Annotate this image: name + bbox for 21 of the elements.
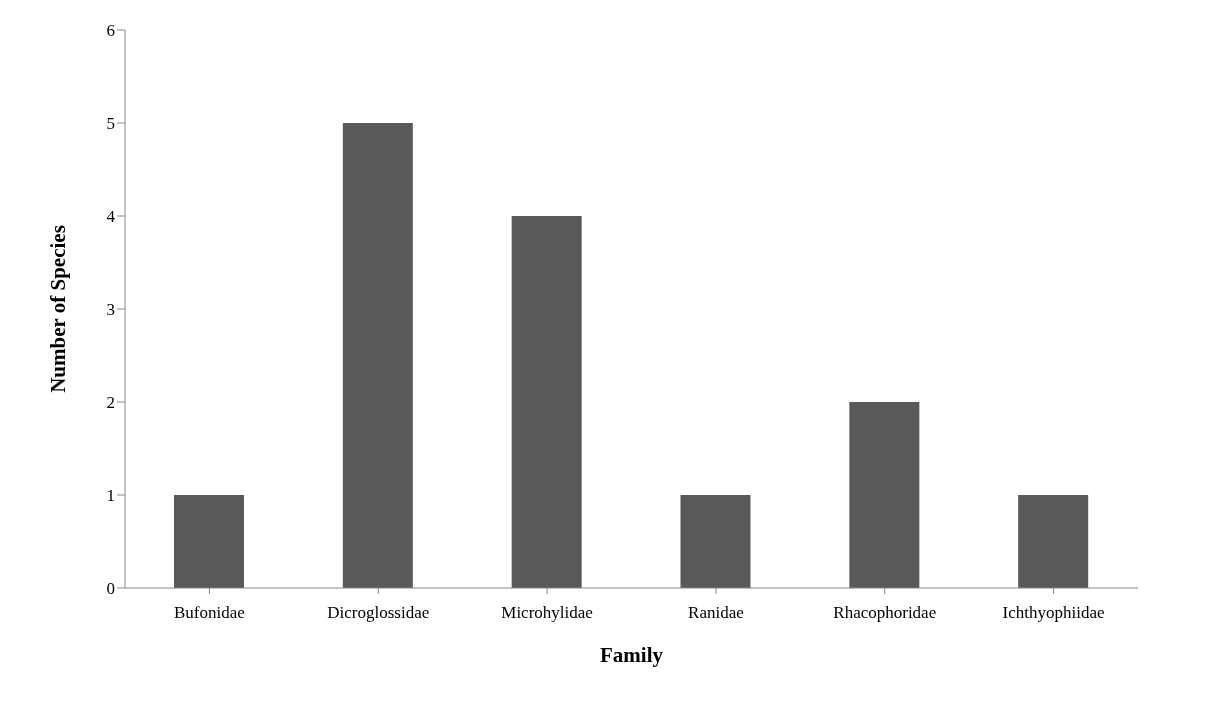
bar — [342, 123, 413, 588]
x-tick-label: Rhacophoridae — [833, 603, 937, 623]
x-tick-label: Bufonidae — [174, 603, 245, 623]
bar — [174, 495, 244, 588]
y-tick-label: 4 — [106, 207, 116, 227]
bar — [680, 495, 751, 588]
x-tick-label: Ranidae — [688, 603, 744, 623]
bar — [1018, 495, 1089, 588]
y-axis-title: Number of Species — [46, 225, 71, 393]
x-tick-label: Dicroglossidae — [327, 603, 430, 623]
y-tick-label: 1 — [106, 486, 115, 506]
bar — [849, 402, 920, 588]
y-tick-label: 3 — [106, 300, 115, 320]
y-tick-label: 2 — [106, 393, 115, 413]
y-tick-label: 5 — [106, 114, 115, 134]
x-tick-label: Ichthyophiidae — [1002, 603, 1105, 623]
y-tick-label: 6 — [106, 21, 115, 41]
bar — [511, 216, 582, 588]
x-tick-label: Microhylidae — [501, 603, 593, 623]
x-axis-title: Family — [600, 643, 664, 667]
y-tick-label: 0 — [106, 579, 115, 599]
